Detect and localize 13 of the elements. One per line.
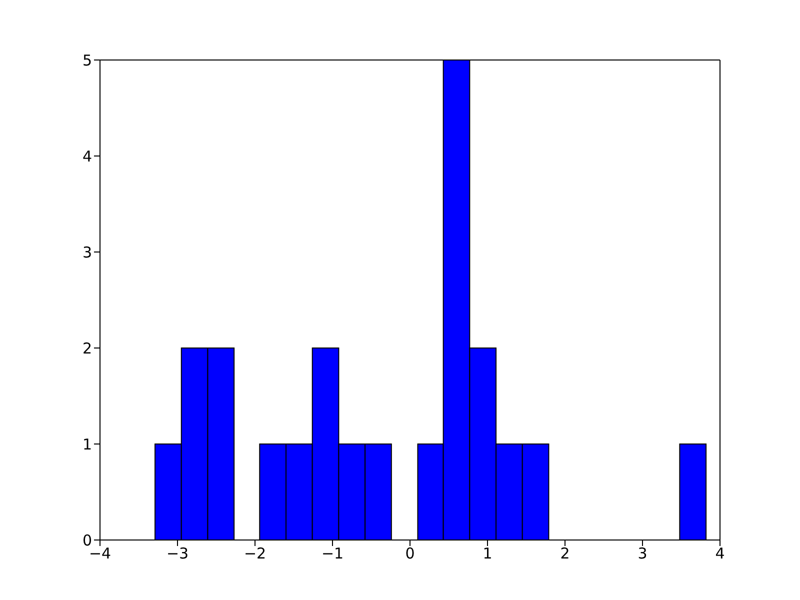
y-tick-label: 3 [82, 243, 92, 262]
y-tick-label: 5 [82, 51, 92, 70]
y-tick-label: 4 [82, 147, 92, 166]
x-tick-label: 1 [482, 544, 492, 563]
x-tick-label: −3 [166, 544, 189, 563]
x-tick-label: 2 [560, 544, 570, 563]
x-tick-label: 4 [715, 544, 725, 563]
x-tick-label: −2 [244, 544, 266, 563]
x-tick-label: 0 [405, 544, 415, 563]
x-tick-label: 3 [638, 544, 648, 563]
x-tick-label: −1 [321, 544, 344, 563]
y-tick-label: 1 [82, 435, 92, 454]
y-tick-label: 2 [82, 339, 92, 358]
